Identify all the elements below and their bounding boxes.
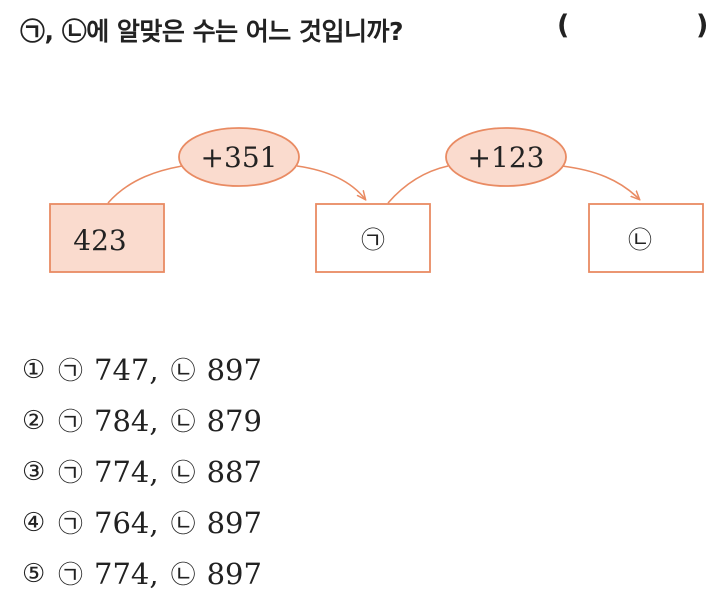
value-nieun: 897 (206, 557, 262, 591)
choice-number: ① (22, 355, 46, 385)
value-nieun: 887 (206, 455, 262, 489)
answer-choices: ① ㉠ 747, ㉡ 897 ② ㉠ 784, ㉡ 879 ③ ㉠ 774, ㉡… (22, 345, 274, 600)
choice-number: ④ (22, 508, 46, 538)
value-giyeok: 784, (94, 404, 159, 438)
arrow-arc-1 (107, 165, 365, 203)
symbol-nieun: ㉡ (170, 407, 196, 436)
box-giyeok-symbol: ㉠ (361, 226, 385, 254)
choice-2[interactable]: ② ㉠ 784, ㉡ 879 (22, 396, 274, 447)
answer-paren-open: ( (557, 10, 570, 41)
question-text: ㉠, ㉡에 알맞은 수는 어느 것입니까? (20, 17, 404, 46)
operation-label-1: +351 (201, 141, 278, 174)
box-nieun (588, 203, 704, 273)
choice-number: ⑤ (22, 559, 46, 589)
choice-number: ② (22, 406, 46, 436)
symbol-nieun: ㉡ (170, 458, 196, 487)
choice-number: ③ (22, 457, 46, 487)
start-value-box (49, 203, 165, 273)
choice-4[interactable]: ④ ㉠ 764, ㉡ 897 (22, 498, 274, 549)
value-nieun: 879 (206, 404, 262, 438)
arrow-arc-2 (387, 165, 639, 203)
operation-bubble-2 (445, 127, 567, 187)
choice-1[interactable]: ① ㉠ 747, ㉡ 897 (22, 345, 274, 396)
symbol-giyeok: ㉠ (58, 560, 84, 589)
value-giyeok: 764, (94, 506, 159, 540)
symbol-nieun: ㉡ (170, 509, 196, 538)
start-value-text: 423 (73, 224, 126, 257)
value-nieun: 897 (206, 506, 262, 540)
value-giyeok: 747, (94, 353, 159, 387)
box-nieun-symbol: ㉡ (628, 226, 652, 254)
value-nieun: 897 (206, 353, 262, 387)
value-giyeok: 774, (94, 557, 159, 591)
symbol-giyeok: ㉠ (58, 458, 84, 487)
symbol-nieun: ㉡ (170, 560, 196, 589)
symbol-giyeok: ㉠ (58, 356, 84, 385)
value-giyeok: 774, (94, 455, 159, 489)
choice-5[interactable]: ⑤ ㉠ 774, ㉡ 897 (22, 549, 274, 600)
box-giyeok (315, 203, 431, 273)
answer-paren-close: ) (696, 10, 709, 41)
choice-3[interactable]: ③ ㉠ 774, ㉡ 887 (22, 447, 274, 498)
symbol-giyeok: ㉠ (58, 509, 84, 538)
symbol-nieun: ㉡ (170, 356, 196, 385)
operation-bubble-1 (178, 127, 300, 187)
symbol-giyeok: ㉠ (58, 407, 84, 436)
operation-label-2: +123 (468, 141, 545, 174)
addition-diagram: 423 +351 ㉠ +123 ㉡ (49, 127, 704, 273)
